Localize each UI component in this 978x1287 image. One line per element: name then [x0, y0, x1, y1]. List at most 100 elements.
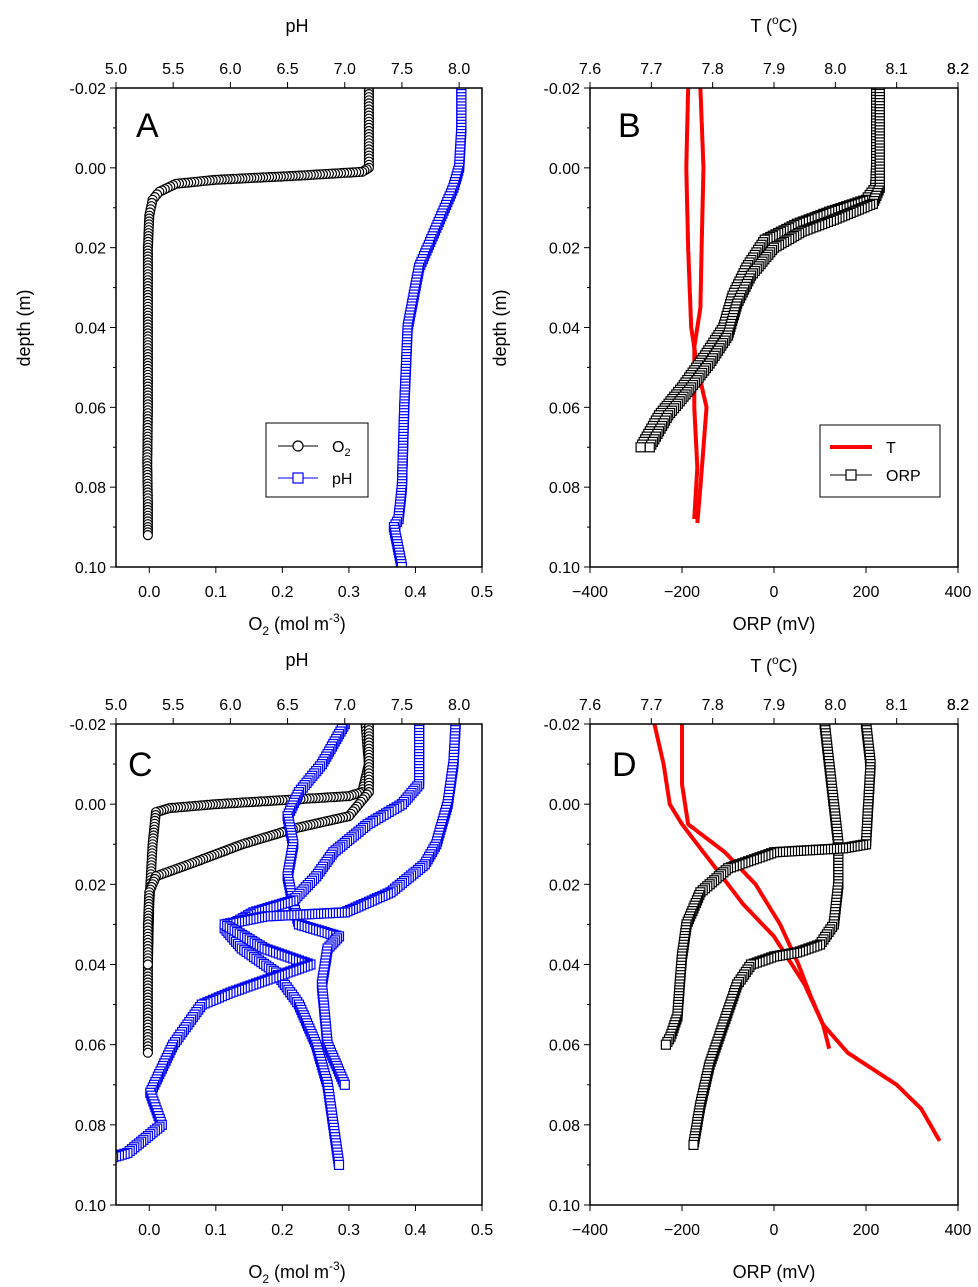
panel-a-legend: O2 pH — [265, 422, 369, 498]
legend-t-label: T — [886, 440, 896, 457]
data-point — [103, 1154, 112, 1163]
x-bottom-tick-label: 0.4 — [404, 1222, 426, 1239]
panel-d: T (oC) D ORP (mV) -0.02 0.00 0.02 0.04 0.06 0… — [544, 653, 972, 1282]
y-tick-label: 0.08 — [549, 1118, 580, 1135]
axis-label-sup: -3 — [329, 611, 340, 625]
data-point — [89, 1159, 98, 1168]
x-top-tick-label: 7.9 — [763, 697, 785, 714]
y-tick-label: 0.10 — [75, 560, 106, 577]
axis-label-end: ) — [340, 614, 346, 634]
y-tick-label: 0.02 — [549, 877, 580, 894]
panel-b-series — [635, 88, 885, 524]
panel-d-top-axis-label: T (oC) — [750, 653, 797, 676]
x-bottom-tick-label: 200 — [853, 584, 880, 601]
y-tick-label: 0.00 — [549, 161, 580, 178]
y-tick-label: 0.06 — [549, 400, 580, 417]
series-o2 — [142, 724, 374, 970]
axis-label-base: O — [248, 614, 262, 634]
axis-label-end: ) — [340, 1262, 346, 1282]
panel-a-bottom-axis-label: O2 (mol m-3) — [248, 611, 345, 638]
series-t — [652, 724, 942, 1142]
panel-c: pH C O2 (mol m-3) -0.020.000.020.040.060… — [70, 650, 494, 1286]
data-point — [83, 1160, 92, 1169]
y-tick-label: 0.10 — [75, 1198, 106, 1215]
data-point — [92, 1158, 101, 1167]
series-o2 — [142, 724, 374, 1058]
x-bottom-tick-label: 400 — [945, 584, 972, 601]
legend-ph-label: pH — [332, 471, 352, 488]
panel-b-legend: T ORP — [819, 424, 941, 498]
data-point — [116, 1151, 122, 1162]
x-bottom-tick-label: 0.4 — [404, 584, 426, 601]
series-line — [652, 724, 942, 1142]
x-bottom-tick-label: −200 — [664, 584, 700, 601]
y-tick-label: 0.10 — [549, 560, 580, 577]
data-point — [660, 1039, 672, 1050]
x-bottom-tick-label: 0.5 — [471, 1222, 493, 1239]
series-line — [684, 88, 709, 524]
series-o2 — [142, 88, 374, 541]
panel-a-series — [142, 88, 467, 567]
x-top-tick-label: 8.2 — [947, 697, 969, 714]
panel-d-frame — [589, 723, 959, 1206]
x-top-tick-label: 8.1 — [886, 697, 908, 714]
data-point — [688, 1139, 699, 1151]
x-bottom-tick-label: −400 — [572, 1222, 608, 1239]
x-top-tick-label: 7.6 — [579, 61, 601, 78]
x-bottom-tick-label: 0.5 — [471, 584, 493, 601]
data-point — [86, 1160, 95, 1169]
panel-c-bottom-axis-label: O2 (mol m-3) — [248, 1259, 345, 1286]
y-tick-label: 0.02 — [75, 877, 106, 894]
x-top-tick-label: 7.0 — [334, 61, 356, 78]
y-tick-label: 0.02 — [75, 241, 106, 258]
y-tick-label: 0.08 — [549, 480, 580, 497]
y-tick-label: 0.02 — [549, 241, 580, 258]
legend-box — [265, 422, 369, 498]
x-top-tick-label: 6.5 — [276, 697, 298, 714]
x-bottom-tick-label: 200 — [853, 1222, 880, 1239]
legend-ph-marker — [292, 472, 304, 484]
series-line — [693, 724, 839, 1145]
axis-label-sup: -3 — [329, 1259, 340, 1273]
x-top-tick-label: 8.1 — [886, 61, 908, 78]
x-top-tick-label: 5.0 — [105, 697, 127, 714]
data-point — [97, 1156, 106, 1165]
x-top-tick-label: 8.0 — [448, 697, 470, 714]
series-ph — [282, 724, 350, 1090]
x-bottom-tick-label: 0.2 — [271, 584, 293, 601]
series-line — [680, 724, 832, 1050]
x-top-tick-label: 8.2 — [947, 697, 969, 714]
x-top-tick-label: 7.7 — [640, 61, 662, 78]
x-bottom-tick-label: 0.1 — [205, 1222, 227, 1239]
panel-a-top-axis-label: pH — [285, 16, 308, 36]
axis-label-base: O — [248, 1262, 262, 1282]
x-bottom-tick-label: −400 — [572, 584, 608, 601]
x-top-tick-label: 7.9 — [763, 61, 785, 78]
x-bottom-tick-label: 0.2 — [271, 1222, 293, 1239]
series-line — [147, 724, 370, 1053]
y-tick-label: -0.02 — [70, 81, 107, 98]
y-tick-label: -0.02 — [544, 717, 581, 734]
data-point — [106, 1154, 115, 1163]
legend-box — [819, 424, 941, 498]
series-orp — [644, 88, 885, 453]
x-bottom-tick-label: −200 — [664, 1222, 700, 1239]
y-tick-label: -0.02 — [70, 717, 107, 734]
x-top-tick-label: 7.0 — [334, 697, 356, 714]
series-line — [692, 88, 706, 520]
series-t — [684, 88, 709, 524]
series-t — [680, 724, 832, 1050]
x-top-tick-label: 8.0 — [824, 61, 846, 78]
x-top-tick-label: 6.0 — [219, 61, 241, 78]
x-top-tick-label: 7.5 — [391, 697, 413, 714]
panel-a-letter: A — [136, 107, 159, 145]
y-tick-label: 0.08 — [75, 480, 106, 497]
y-tick-label: 0.04 — [75, 321, 106, 338]
x-top-tick-label: 8.2 — [947, 61, 969, 78]
panel-a: pH A depth (m) O2 (mol m-3) O2 pH -0.02 0… — [14, 16, 493, 638]
panel-b-top-axis-label: T (oC) — [750, 13, 797, 36]
legend-orp-marker — [845, 469, 857, 481]
axis-label-mid: (mol m — [269, 614, 329, 634]
data-point — [142, 529, 153, 541]
